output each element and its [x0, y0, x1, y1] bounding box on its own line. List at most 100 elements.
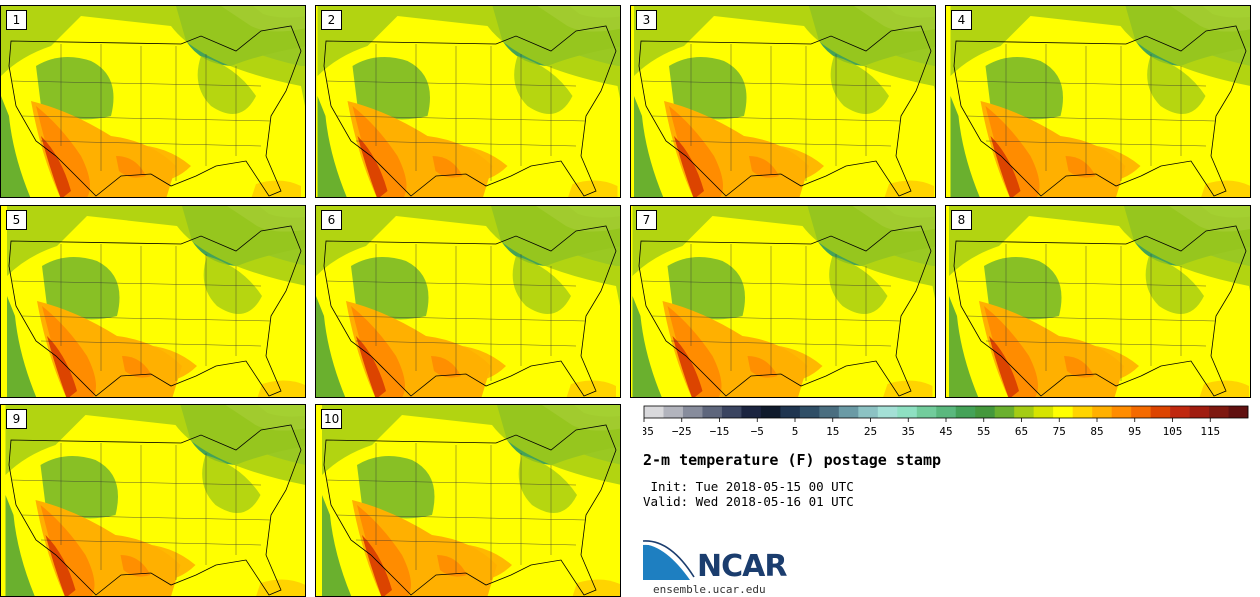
colorbar-segment: [1072, 406, 1093, 418]
colorbar-segment: [819, 406, 840, 418]
member-panel-4: 4: [945, 5, 1251, 198]
colorbar-tick-label: 35: [902, 425, 915, 438]
temperature-map: [1, 6, 305, 197]
colorbar-segment: [780, 406, 801, 418]
colorbar-segment: [1209, 406, 1229, 418]
country-border: [8, 424, 302, 596]
colorbar-segment: [955, 406, 976, 418]
state-borders: [640, 244, 902, 381]
logo-url: ensemble.ucar.edu: [653, 583, 766, 596]
member-number-label: 9: [6, 409, 27, 429]
init-time: Init: Tue 2018-05-15 00 UTC: [643, 479, 854, 494]
temperature-map: [634, 6, 935, 197]
country-border: [323, 25, 617, 197]
colorbar-segment: [975, 406, 996, 418]
colorbar-tick-label: −25: [672, 425, 692, 438]
colorbar-tick-label: 45: [939, 425, 952, 438]
colorbar-segment: [1150, 406, 1171, 418]
colorbar-segment: [994, 406, 1015, 418]
member-panel-7: 7: [630, 205, 936, 398]
colorbar-segment: [1053, 406, 1073, 418]
colorbar-segment: [1014, 406, 1034, 418]
member-panel-9: 9: [0, 404, 306, 597]
member-number-label: 7: [636, 210, 657, 230]
temperature-map: [5, 405, 305, 596]
colorbar-segment: [916, 406, 937, 418]
temperature-map: [7, 206, 305, 397]
country-border: [323, 225, 617, 397]
country-border: [638, 225, 932, 397]
state-borders: [10, 443, 272, 580]
colorbar-tick-label: 75: [1053, 425, 1066, 438]
chart-title: 2-m temperature (F) postage stamp: [643, 451, 942, 469]
colorbar-segment: [838, 406, 859, 418]
colorbar-segment: [1111, 406, 1132, 418]
colorbar-segment: [741, 406, 762, 418]
logo-name: NCAR: [697, 549, 787, 584]
temperature-map: [317, 6, 620, 197]
member-panel-1: 1: [0, 5, 306, 198]
colorbar-tick-label: 5: [792, 425, 799, 438]
state-borders: [640, 44, 902, 181]
temperature-map: [949, 206, 1250, 397]
colorbar-segment: [702, 406, 723, 418]
temperature-map: [632, 206, 935, 397]
colorbar-tick-label: 15: [826, 425, 839, 438]
member-panel-8: 8: [945, 205, 1251, 398]
colorbar-tick-label: −15: [710, 425, 730, 438]
colorbar-tick-label: −5: [751, 425, 764, 438]
member-panel-10: 10: [315, 404, 621, 597]
colorbar-tick-label: 85: [1090, 425, 1103, 438]
state-borders: [325, 244, 587, 381]
state-borders: [10, 244, 272, 381]
member-number-label: 8: [951, 210, 972, 230]
colorbar-segment: [877, 406, 898, 418]
colorbar-segment: [663, 406, 684, 418]
colorbar-segment: [1092, 406, 1112, 418]
ncar-logo-icon: [642, 540, 695, 580]
country-border: [8, 225, 302, 397]
temperature-map: [950, 6, 1250, 197]
country-border: [323, 424, 617, 596]
colorbar-segment: [1170, 406, 1190, 418]
colorbar-tick-label: −35: [643, 425, 654, 438]
member-number-label: 1: [6, 10, 27, 30]
member-number-label: 2: [321, 10, 342, 30]
colorbar-segment: [858, 406, 879, 418]
colorbar-segment: [644, 406, 664, 418]
state-borders: [955, 244, 1217, 381]
colorbar-tick-label: 55: [977, 425, 990, 438]
colorbar-segment: [682, 406, 703, 418]
colorbar-tick-label: 105: [1163, 425, 1183, 438]
colorbar-segment: [760, 406, 781, 418]
country-border: [638, 25, 932, 197]
colorbar-segment: [721, 406, 742, 418]
member-number-label: 6: [321, 210, 342, 230]
colorbar-tick-label: 25: [864, 425, 877, 438]
colorbar-segment: [1033, 406, 1054, 418]
member-panel-6: 6: [315, 205, 621, 398]
colorbar-segment: [1189, 406, 1210, 418]
state-borders: [955, 44, 1217, 181]
state-borders: [10, 44, 272, 181]
state-borders: [325, 443, 587, 580]
temperature-map: [316, 206, 620, 397]
colorbar-tick-label: 65: [1015, 425, 1028, 438]
colorbar-segment: [1228, 406, 1249, 418]
colorbar-segment: [936, 406, 957, 418]
member-number-label: 10: [321, 409, 343, 429]
country-border: [8, 25, 302, 197]
member-number-label: 5: [6, 210, 27, 230]
member-number-label: 3: [636, 10, 657, 30]
member-panel-2: 2: [315, 5, 621, 198]
colorbar-segment: [1131, 406, 1151, 418]
temperature-colorbar: −35 −25 −15 −5 5 15 25 35 45 55 65 75 85 95 105 115: [643, 405, 1249, 438]
country-border: [953, 25, 1247, 197]
member-panel-3: 3: [630, 5, 936, 198]
colorbar-tick-label: 115: [1200, 425, 1220, 438]
colorbar-segment: [897, 406, 918, 418]
country-border: [953, 225, 1247, 397]
temperature-map: [322, 405, 620, 596]
colorbar-segment: [799, 406, 820, 418]
colorbar-tick-label: 95: [1128, 425, 1141, 438]
